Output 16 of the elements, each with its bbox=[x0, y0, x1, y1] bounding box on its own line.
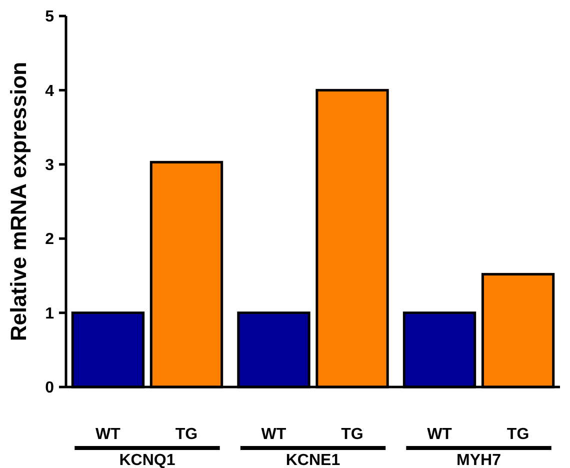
x-tick-label: KCNE1 bbox=[286, 452, 340, 468]
text: TG bbox=[175, 426, 198, 443]
y-tick-label: 0 bbox=[45, 380, 54, 397]
y-tick-label: 2 bbox=[45, 231, 54, 248]
y-tick-label: 1 bbox=[45, 305, 54, 322]
x-tick-label: KCNQ1 bbox=[119, 452, 176, 468]
text: TG bbox=[341, 426, 364, 443]
text: WT bbox=[261, 426, 286, 443]
y-tick-label: 3 bbox=[45, 157, 54, 174]
text: WT bbox=[427, 426, 452, 443]
y-axis-title: Relative mRNA expression bbox=[6, 62, 31, 342]
text: TG bbox=[506, 426, 530, 443]
text: WT bbox=[96, 426, 121, 443]
y-tick-label: 5 bbox=[45, 8, 54, 26]
y-tick-label: 4 bbox=[45, 82, 54, 100]
x-tick-label: MYH7 bbox=[456, 452, 502, 468]
